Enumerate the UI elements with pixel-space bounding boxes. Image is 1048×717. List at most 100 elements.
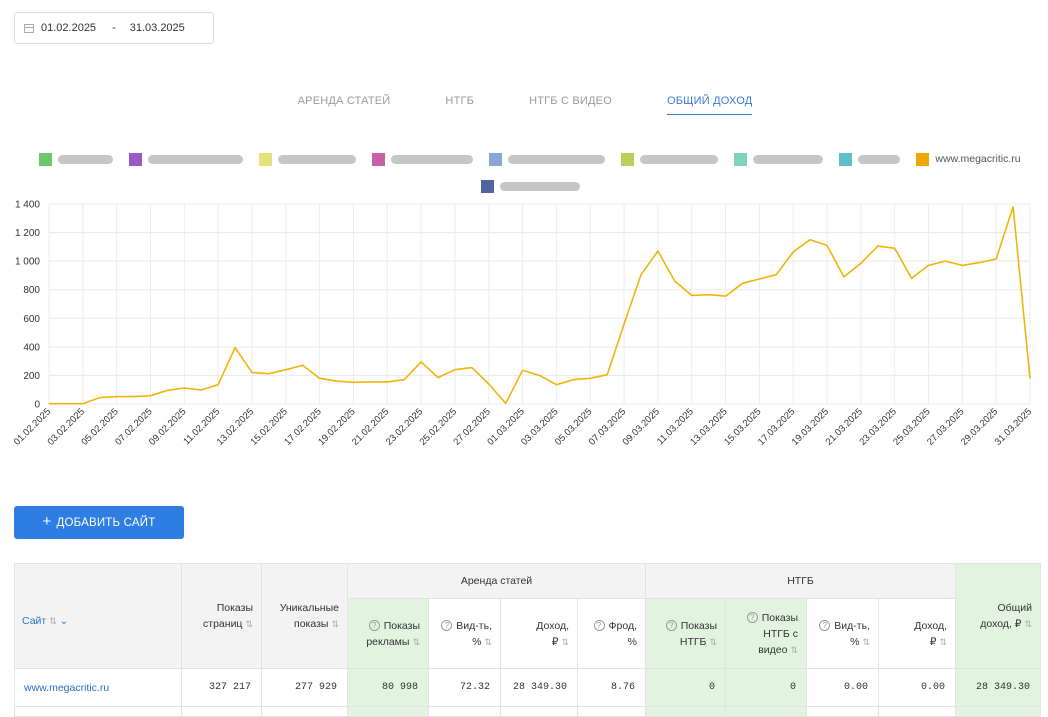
sort-icon[interactable]: ⇅ bbox=[245, 619, 253, 629]
y-tick-label: 200 bbox=[23, 371, 40, 382]
fraud-cell: 8.76 bbox=[577, 668, 646, 707]
plus-icon: + bbox=[42, 513, 52, 530]
date-to[interactable]: 31.03.2025 bbox=[129, 22, 185, 34]
sort-icon[interactable]: ⇅ bbox=[49, 616, 57, 626]
legend-label-redacted bbox=[508, 154, 606, 164]
chart-legend: www.megacritic.ru bbox=[30, 152, 1030, 193]
sort-icon[interactable]: ⇅ bbox=[412, 636, 420, 647]
data-point bbox=[335, 380, 338, 382]
data-point bbox=[843, 276, 845, 278]
col-fraud-header[interactable]: ? Фрод,% bbox=[577, 598, 646, 669]
data-point bbox=[505, 402, 507, 404]
col-income-header[interactable]: Доход, ₽ ⇅ bbox=[500, 598, 578, 669]
sort-icon[interactable]: ⇅ bbox=[939, 636, 947, 647]
legend-item[interactable] bbox=[259, 152, 357, 166]
legend-label-redacted bbox=[58, 154, 114, 164]
col-visibility-header[interactable]: ? Вид-ть,% ⇅ bbox=[428, 598, 501, 669]
y-tick-label: 400 bbox=[23, 342, 40, 353]
tab-article-rent[interactable]: АРЕНДА СТАТЕЙ bbox=[297, 95, 391, 107]
data-point bbox=[724, 295, 727, 297]
data-point bbox=[82, 403, 84, 405]
income-cell: 28 349.30 bbox=[500, 668, 578, 707]
data-point bbox=[944, 260, 947, 262]
table-cell bbox=[14, 706, 182, 717]
col-page-views-header[interactable]: Показы страниц ⇅ bbox=[181, 563, 262, 669]
legend-swatch bbox=[621, 152, 635, 166]
data-point bbox=[708, 294, 710, 296]
sort-icon[interactable]: ⇅ bbox=[709, 636, 717, 647]
legend-item[interactable] bbox=[129, 152, 244, 166]
legend-item[interactable] bbox=[480, 179, 580, 193]
help-icon[interactable]: ? bbox=[665, 619, 677, 631]
data-point bbox=[99, 396, 101, 399]
chevron-down-icon[interactable]: ⌄ bbox=[59, 616, 69, 627]
data-point bbox=[741, 282, 744, 284]
date-range-picker[interactable]: 01.02.2025 - 31.03.2025 bbox=[14, 12, 214, 44]
y-tick-label: 0 bbox=[34, 400, 40, 411]
data-point bbox=[792, 251, 794, 253]
legend-item[interactable] bbox=[621, 152, 719, 166]
site-link[interactable]: www.megacritic.ru bbox=[14, 668, 182, 707]
help-icon[interactable]: ? bbox=[441, 619, 453, 631]
data-point bbox=[48, 403, 50, 405]
help-icon[interactable]: ? bbox=[368, 619, 380, 631]
sort-icon[interactable]: ⇅ bbox=[790, 644, 798, 655]
sort-icon[interactable]: ⇅ bbox=[331, 619, 339, 629]
data-point bbox=[589, 377, 591, 379]
table-cell bbox=[725, 706, 807, 717]
legend-swatch bbox=[259, 152, 273, 166]
legend-item[interactable] bbox=[39, 152, 114, 166]
data-point bbox=[927, 264, 930, 267]
x-tick-label: 31.03.2025 bbox=[993, 406, 1034, 447]
col-ntgb-impressions-header[interactable]: ? Показы НТГБ ⇅ bbox=[645, 598, 726, 669]
data-point bbox=[352, 381, 355, 383]
help-icon[interactable]: ? bbox=[819, 619, 831, 631]
legend-item-megacritic[interactable]: www.megacritic.ru bbox=[916, 152, 1021, 166]
legend-item[interactable] bbox=[734, 152, 824, 166]
col-unique-views-header[interactable]: Уникальные показы ⇅ bbox=[261, 563, 348, 669]
data-point bbox=[471, 366, 473, 369]
data-point bbox=[437, 376, 439, 379]
y-tick-label: 1 200 bbox=[15, 228, 40, 239]
data-point bbox=[691, 294, 693, 297]
legend-label-redacted bbox=[640, 154, 719, 164]
col-site-header[interactable]: Сайт ⇅ ⌄ bbox=[14, 563, 182, 669]
data-point bbox=[572, 379, 574, 381]
col-ntgb-income-header[interactable]: Доход, ₽ ⇅ bbox=[878, 598, 956, 669]
help-icon[interactable]: ? bbox=[593, 619, 605, 631]
col-ntgb-video-header[interactable]: ? Показы НТГБ с видео ⇅ bbox=[725, 598, 807, 669]
legend-item[interactable] bbox=[372, 152, 474, 166]
y-tick-label: 600 bbox=[23, 314, 40, 325]
tab-total-income[interactable]: ОБЩИЙ ДОХОД bbox=[666, 95, 753, 115]
data-point bbox=[995, 258, 997, 260]
data-point bbox=[183, 387, 185, 389]
report-tabs: АРЕНДА СТАТЕЙ НТГБ НТГБ С ВИДЕО ОБЩИЙ ДО… bbox=[0, 95, 1048, 115]
add-site-button[interactable]: + ДОБАВИТЬ САЙТ bbox=[14, 506, 184, 539]
col-ad-impressions-header[interactable]: ? Показы рекламы ⇅ bbox=[347, 598, 429, 669]
col-ntgb-visibility-header[interactable]: ? Вид-ть,% ⇅ bbox=[806, 598, 879, 669]
data-point bbox=[217, 384, 219, 386]
sort-icon[interactable]: ⇅ bbox=[1024, 619, 1032, 629]
help-icon[interactable]: ? bbox=[746, 611, 758, 623]
col-total-income-header[interactable]: Общий доход, ₽ ⇅ bbox=[955, 563, 1041, 669]
legend-item[interactable] bbox=[489, 152, 606, 166]
table-cell bbox=[645, 706, 726, 717]
data-point bbox=[302, 364, 304, 367]
table-cell bbox=[347, 706, 429, 717]
tab-ntgb[interactable]: НТГБ bbox=[445, 95, 475, 107]
data-point bbox=[860, 262, 862, 264]
sort-icon[interactable]: ⇅ bbox=[484, 636, 492, 647]
data-point bbox=[1029, 377, 1031, 379]
data-point bbox=[65, 403, 67, 405]
series-line-megacritic bbox=[49, 206, 1031, 405]
legend-item[interactable] bbox=[839, 152, 901, 166]
sort-icon[interactable]: ⇅ bbox=[561, 636, 569, 647]
data-point bbox=[488, 383, 490, 385]
table-cell bbox=[428, 706, 501, 717]
tab-ntgb-video[interactable]: НТГБ С ВИДЕО bbox=[529, 95, 612, 107]
date-from[interactable]: 01.02.2025 bbox=[41, 22, 97, 34]
calendar-icon bbox=[24, 23, 34, 33]
data-point bbox=[200, 389, 202, 391]
sort-icon[interactable]: ⇅ bbox=[862, 636, 870, 647]
ntgb-visibility-cell: 0.00 bbox=[806, 668, 879, 707]
